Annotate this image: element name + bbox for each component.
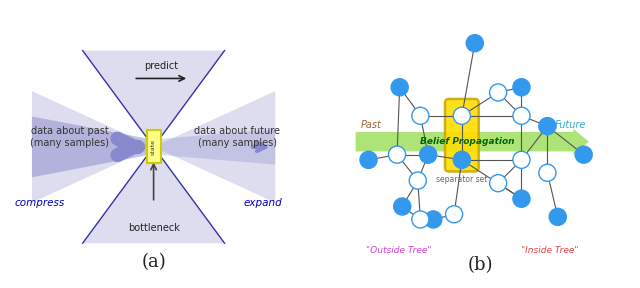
Circle shape bbox=[394, 198, 411, 215]
Circle shape bbox=[453, 151, 470, 168]
Circle shape bbox=[467, 35, 483, 52]
Text: compress: compress bbox=[15, 198, 65, 208]
Circle shape bbox=[490, 175, 507, 192]
Text: bottleneck: bottleneck bbox=[127, 223, 180, 233]
Text: (a): (a) bbox=[141, 253, 166, 271]
Polygon shape bbox=[83, 147, 225, 243]
Polygon shape bbox=[32, 116, 151, 177]
Text: data about future
(many samples): data about future (many samples) bbox=[194, 126, 280, 147]
Circle shape bbox=[575, 146, 592, 163]
Text: Future: Future bbox=[555, 120, 586, 130]
Circle shape bbox=[420, 146, 436, 163]
Circle shape bbox=[360, 151, 377, 168]
Circle shape bbox=[388, 146, 406, 163]
Text: "Inside Tree": "Inside Tree" bbox=[521, 246, 579, 255]
Polygon shape bbox=[83, 51, 225, 147]
Circle shape bbox=[513, 107, 530, 124]
Circle shape bbox=[445, 206, 463, 223]
Circle shape bbox=[539, 164, 556, 181]
Polygon shape bbox=[32, 91, 154, 203]
Circle shape bbox=[391, 79, 408, 96]
Circle shape bbox=[490, 84, 507, 101]
Text: data about past
(many samples): data about past (many samples) bbox=[31, 126, 109, 147]
Circle shape bbox=[513, 190, 530, 207]
Text: Belief Propagation: Belief Propagation bbox=[420, 137, 515, 146]
Circle shape bbox=[549, 208, 566, 226]
Text: separator set: separator set bbox=[436, 175, 488, 184]
Circle shape bbox=[412, 107, 429, 124]
FancyBboxPatch shape bbox=[445, 99, 479, 171]
Polygon shape bbox=[154, 91, 275, 203]
FancyArrow shape bbox=[356, 129, 589, 155]
Text: (b): (b) bbox=[467, 256, 493, 274]
Circle shape bbox=[513, 151, 530, 168]
Bar bbox=[147, 130, 161, 163]
Circle shape bbox=[412, 211, 429, 228]
Circle shape bbox=[453, 107, 470, 124]
Text: Past: Past bbox=[361, 120, 381, 130]
Text: predict: predict bbox=[144, 61, 179, 71]
Circle shape bbox=[409, 172, 426, 189]
Text: "Outside Tree": "Outside Tree" bbox=[366, 246, 431, 255]
Circle shape bbox=[513, 79, 530, 96]
Text: state: state bbox=[151, 139, 156, 155]
Circle shape bbox=[425, 211, 442, 228]
Circle shape bbox=[539, 118, 556, 135]
Text: expand: expand bbox=[243, 198, 282, 208]
Polygon shape bbox=[156, 129, 275, 165]
